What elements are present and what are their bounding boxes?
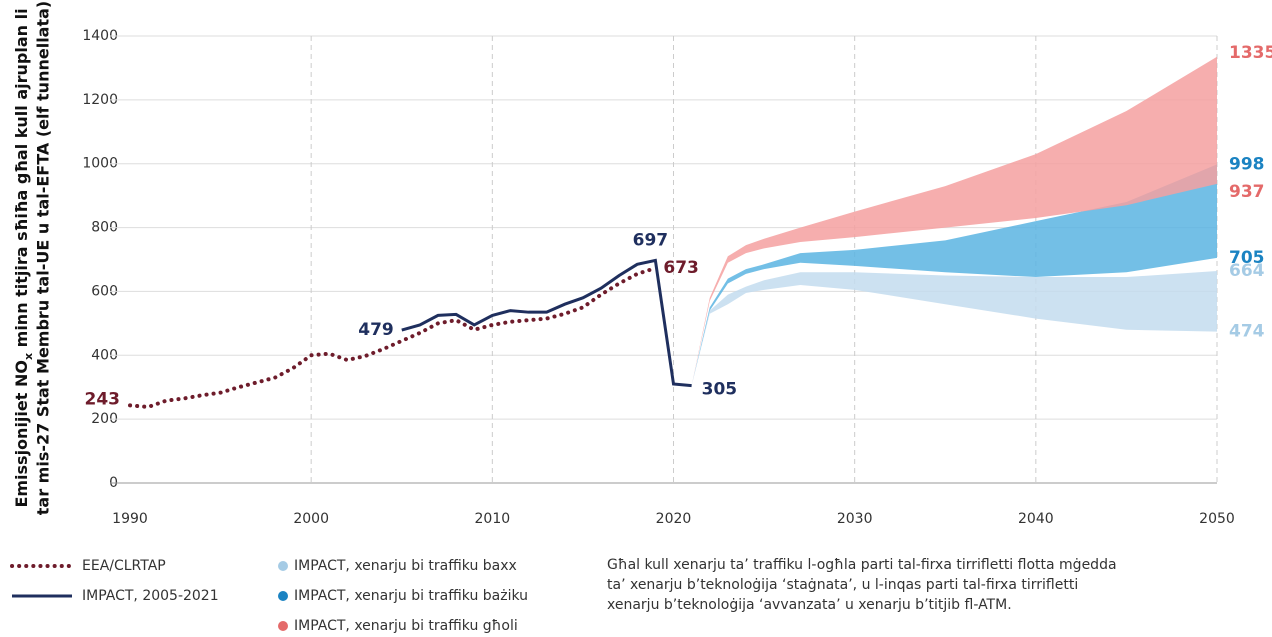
data-label: 305: [702, 380, 738, 400]
line-series: [401, 258, 692, 388]
data-label: 1335: [1229, 43, 1272, 63]
line-series: [128, 266, 658, 410]
y-axis-title: tar mis-27 Stat Membru tal-UE u tal-EFTA…: [34, 1, 53, 515]
y-tick-label: 800: [91, 220, 118, 236]
y-axis-title: Emissjonijiet NOx minn titjira sħiħa għa…: [12, 8, 35, 507]
data-label: 998: [1229, 154, 1265, 174]
x-tick-label: 2020: [656, 511, 692, 527]
y-tick-label: 400: [91, 347, 118, 363]
legend-label: IMPACT, xenarju bi traffiku għoli: [294, 618, 518, 633]
legend-label: IMPACT, xenarju bi traffiku bażiku: [294, 588, 528, 604]
band: [691, 270, 1217, 386]
note: Għal kull xenarju ta’ traffiku l-ogħla p…: [607, 557, 1117, 573]
legend-label: IMPACT, xenarju bi traffiku baxx: [294, 558, 517, 574]
y-tick-label: 200: [91, 411, 118, 427]
data-label: 474: [1229, 322, 1265, 342]
data-label: 479: [358, 320, 394, 340]
y-title-part: Emissjonijiet NO: [12, 360, 31, 508]
x-tick-label: 2000: [293, 511, 329, 527]
y-tick-label: 600: [91, 283, 118, 299]
data-label: 697: [633, 230, 669, 250]
data-label: 664: [1229, 261, 1265, 281]
legend-swatch: [278, 591, 288, 601]
y-tick-label: 1000: [82, 156, 118, 172]
legend-swatch: [278, 561, 288, 571]
y-title-part: minn titjira sħiħa għal kull ajruplan li: [12, 8, 31, 352]
y-tick-label: 1200: [82, 92, 118, 108]
note: xenarju b’teknoloġija ‘avvanzata’ u xena…: [607, 597, 1012, 613]
x-tick-label: 2010: [475, 511, 511, 527]
band: [691, 164, 1217, 386]
note: ta’ xenarju b’teknoloġija ‘staġnata’, u …: [607, 577, 1078, 593]
data-label: 937: [1229, 182, 1265, 202]
x-tick-label: 2040: [1018, 511, 1054, 527]
legend-swatch: [278, 621, 288, 631]
data-label: 705: [1229, 248, 1265, 268]
x-tick-label: 2050: [1199, 511, 1235, 527]
band: [691, 56, 1217, 386]
y-tick-label: 1400: [82, 28, 118, 44]
legend-label: IMPACT, 2005-2021: [82, 588, 219, 604]
data-label: 243: [85, 389, 121, 409]
y-title-sub: x: [22, 353, 35, 360]
legend-label: EEA/CLRTAP: [82, 558, 166, 574]
x-tick-label: 1990: [112, 511, 148, 527]
data-label: 673: [663, 258, 699, 278]
x-tick-label: 2030: [837, 511, 873, 527]
